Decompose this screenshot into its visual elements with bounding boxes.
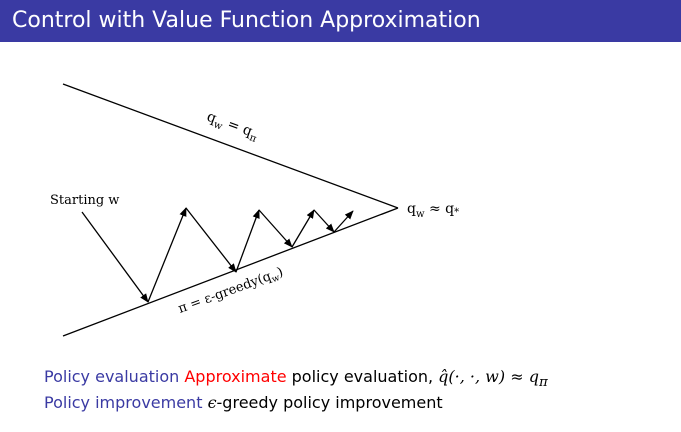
bullet-text: -greedy policy improvement — [216, 393, 443, 412]
evaluation-arrow-2 — [258, 209, 293, 248]
slide-title: Control with Value Function Approximatio… — [0, 0, 681, 42]
policy-iteration-diagram: qw = qπ Starting w π = ε-greedy(qw) qw ≈… — [50, 83, 459, 337]
convergence-label: qw ≈ q* — [407, 201, 459, 220]
math-epsilon: ϵ — [207, 393, 217, 412]
value-line — [62, 83, 399, 209]
highlight-word: Approximate — [184, 367, 287, 386]
improvement-arrow-1 — [147, 207, 187, 303]
bullet-label: Policy improvement — [44, 393, 203, 412]
starting-label: Starting w — [50, 193, 119, 208]
bullet-policy-improvement: Policy improvement ϵ-greedy policy impro… — [44, 390, 674, 416]
bullet-text: policy evaluation, — [286, 367, 439, 386]
bullet-policy-evaluation: Policy evaluation Approximate policy eva… — [44, 364, 674, 390]
improvement-arrow-3 — [291, 209, 315, 248]
bullet-list: Policy evaluation Approximate policy eva… — [44, 364, 674, 416]
policy-line-label: π = ε-greedy(qw) — [176, 265, 286, 319]
starting-arrow — [81, 211, 149, 303]
bullet-label: Policy evaluation — [44, 367, 180, 386]
math-subscript: π — [538, 375, 548, 391]
zigzag-arrows — [81, 207, 354, 303]
improvement-arrow-2 — [235, 209, 260, 273]
improvement-arrow-4 — [333, 210, 354, 233]
evaluation-arrow-3 — [313, 209, 335, 233]
math-expression: q̂(·, ·, w) ≈ q — [438, 367, 539, 386]
policy-line — [62, 207, 399, 337]
evaluation-arrow-1 — [185, 207, 237, 273]
